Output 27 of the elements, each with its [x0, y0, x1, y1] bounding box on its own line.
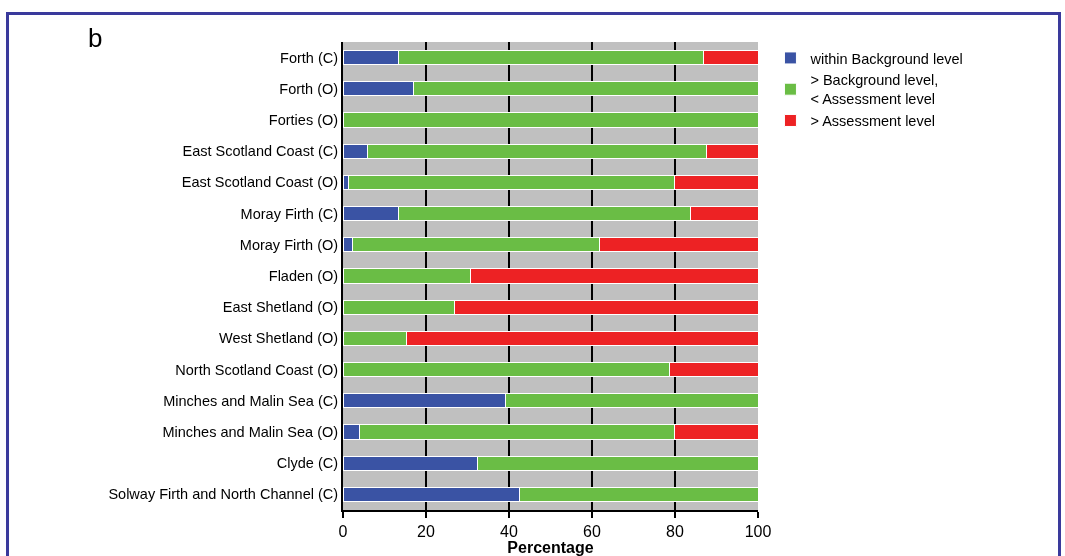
- y-tick-label: Forties (O): [268, 112, 339, 129]
- x-tick-label: 0: [338, 523, 348, 541]
- y-tick-label: Solway Firth and North Channel (C): [108, 486, 339, 503]
- y-tick-label: Moray Firth (C): [240, 205, 339, 222]
- x-axis-title: Percentage: [507, 539, 594, 556]
- y-tick-label: Fladen (O): [268, 268, 339, 285]
- y-tick-label: East Shetland (O): [222, 299, 339, 316]
- legend-label: > Background level, < Assessment level: [810, 72, 939, 108]
- y-tick-label: East Scotland Coast (C): [182, 143, 339, 160]
- legend-label: > Assessment level: [810, 113, 935, 130]
- x-tick-label: 100: [744, 523, 772, 541]
- x-tick-label: 40: [500, 523, 518, 541]
- y-tick-label: Moray Firth (O): [239, 236, 339, 253]
- text: b: [88, 23, 103, 53]
- bar: [343, 112, 758, 128]
- y-tick-label: North Scotland Coast (O): [175, 361, 339, 378]
- y-tick-label: West Shetland (O): [219, 330, 339, 347]
- y-tick-label: East Scotland Coast (O): [181, 174, 339, 191]
- y-tick-label: Forth (C): [280, 49, 339, 66]
- x-tick-label: 80: [666, 523, 684, 541]
- legend-label: within Background level: [809, 50, 963, 67]
- x-tick-label: 60: [583, 523, 601, 541]
- y-tick-label: Forth (O): [279, 80, 339, 97]
- y-tick-label: Minches and Malin Sea (C): [163, 392, 339, 409]
- y-tick-label: Minches and Malin Sea (O): [162, 424, 339, 441]
- x-tick-label: 20: [417, 523, 435, 541]
- y-tick-label: Clyde (C): [276, 455, 339, 472]
